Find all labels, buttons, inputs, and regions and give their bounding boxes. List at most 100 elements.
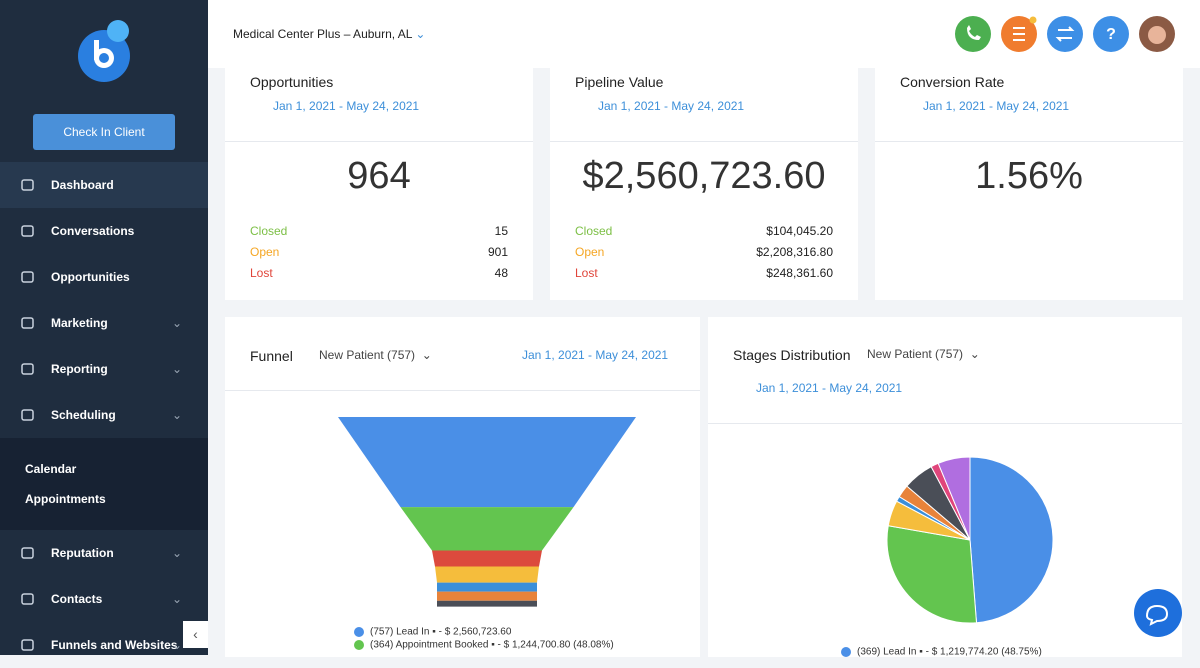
- divider: [875, 141, 1183, 142]
- chevron: ⌄: [172, 362, 183, 376]
- chevron: ⌄: [172, 638, 183, 652]
- funnel-segment: [338, 417, 636, 508]
- toolbar: ?: [955, 16, 1175, 52]
- menu-label: Reporting: [51, 362, 108, 376]
- menu-icon: [21, 363, 34, 375]
- row-value: 15: [494, 224, 508, 238]
- row-value: $248,361.60: [766, 266, 833, 280]
- submenu: Calendar Appointments: [0, 438, 208, 530]
- help-button[interactable]: [1093, 16, 1129, 52]
- icon-shape: [21, 271, 34, 283]
- chevron: ⌄: [172, 316, 183, 330]
- icon-shape: [21, 225, 34, 237]
- card-title: Stages Distribution: [733, 347, 851, 363]
- collapse-button[interactable]: ‹: [183, 621, 208, 648]
- date-range[interactable]: Jan 1, 2021 - May 24, 2021: [756, 381, 903, 395]
- card-title: Conversion Rate: [900, 74, 1005, 90]
- date-range: Jan 1, 2021 - May 24, 2021: [598, 99, 745, 113]
- chevron: ⌄: [172, 592, 183, 606]
- legend-label: (364) Appointment Booked ▪ - $ 1,244,700…: [370, 640, 614, 651]
- stat-card: Conversion Rate Jan 1, 2021 - May 24, 202…: [875, 60, 1183, 300]
- funnel-segment: [437, 600, 537, 607]
- location-select[interactable]: Medical Center Plus – Auburn, AL ⌄: [233, 27, 426, 41]
- row-label: Lost: [575, 266, 598, 280]
- menu-label: Dashboard: [51, 178, 114, 192]
- stat-card: Pipeline Value Jan 1, 2021 - May 24, 2021…: [550, 60, 858, 300]
- row-value: $104,045.20: [766, 224, 833, 238]
- card-total: 964: [347, 155, 411, 197]
- funnel-card: Funnel New Patient (757) ⌄ Jan 1, 2021 -…: [225, 317, 700, 657]
- menu-icon: [21, 593, 34, 605]
- stat-card: Opportunities Jan 1, 2021 - May 24, 2021 9…: [225, 60, 533, 300]
- pie-slice: [886, 525, 978, 624]
- funnel-segment: [432, 550, 542, 567]
- card-total: 1.56%: [975, 155, 1083, 197]
- menu-icon: [21, 409, 34, 421]
- legend-dot: [354, 627, 364, 637]
- logo: [78, 20, 130, 82]
- pie-slice: [937, 456, 971, 541]
- menu-item[interactable]: Scheduling ⌄: [0, 392, 208, 438]
- menu-item[interactable]: Reputation ⌄: [0, 530, 208, 576]
- filter: New Patient (757): [867, 347, 964, 361]
- row-label: Open: [575, 245, 605, 259]
- row-value: $2,208,316.80: [756, 245, 833, 259]
- date-range: Jan 1, 2021 - May 24, 2021: [273, 99, 420, 113]
- icon-shape: [21, 179, 34, 191]
- legend-label: (757) Lead In ▪ - $ 2,560,723.60: [370, 627, 512, 638]
- stages-card: Stages Distribution New Patient (757) ⌄ …: [708, 317, 1182, 657]
- menu-label: Opportunities: [51, 270, 130, 284]
- funnel-chart: (757) Lead In ▪ - $ 2,560,723.60 (364) Ap…: [338, 417, 636, 651]
- menu-item[interactable]: Opportunities: [0, 254, 208, 300]
- menu-item[interactable]: Conversations: [0, 208, 208, 254]
- menu-item[interactable]: Contacts ⌄: [0, 576, 208, 622]
- sidebar: Check In Client Dashboard Conversations Op…: [0, 0, 208, 655]
- divider: [225, 141, 533, 142]
- check-in-button[interactable]: Check In Client: [33, 114, 175, 150]
- pie-chart: (369) Lead In ▪ - $ 1,219,774.20 (48.75%…: [841, 456, 1054, 657]
- menu-label: Funnels and Websites: [51, 638, 178, 652]
- row-label: Closed: [250, 224, 288, 238]
- filter-select[interactable]: New Patient (757) ⌄: [867, 347, 980, 361]
- pie-slice: [969, 456, 1054, 624]
- icon-shape: [21, 317, 34, 329]
- filter-select[interactable]: New Patient (757) ⌄: [319, 348, 432, 362]
- submenu-item[interactable]: Calendar: [25, 462, 77, 476]
- chat-button[interactable]: [1133, 588, 1183, 638]
- location: Medical Center Plus – Auburn, AL: [233, 27, 412, 41]
- submenu-item[interactable]: Appointments: [25, 492, 106, 506]
- icon-shape: [21, 363, 34, 375]
- menu-icon: [21, 225, 34, 237]
- legend-dot: [354, 640, 364, 650]
- date-range[interactable]: Jan 1, 2021 - May 24, 2021: [522, 348, 669, 362]
- switch-button[interactable]: [1047, 16, 1083, 52]
- top-bar: Medical Center Plus – Auburn, AL ⌄ ?: [208, 0, 1200, 68]
- funnel-segment: [437, 582, 537, 592]
- call-button[interactable]: [955, 16, 991, 52]
- menu-label: Conversations: [51, 224, 135, 238]
- menu-item[interactable]: Funnels and Websites ⌄: [0, 622, 208, 668]
- menu-item[interactable]: Dashboard: [0, 162, 208, 208]
- menu-item[interactable]: Marketing ⌄: [0, 300, 208, 346]
- icon-shape: [21, 409, 34, 421]
- row-label: Open: [250, 245, 280, 259]
- filter: New Patient (757): [319, 348, 416, 362]
- menu-label: Reputation: [51, 546, 114, 560]
- card-total: $2,560,723.60: [582, 155, 826, 197]
- divider: [550, 141, 858, 142]
- card-title: Funnel: [250, 348, 293, 364]
- chevron: ⌄: [172, 408, 183, 422]
- menu-icon: [21, 179, 34, 191]
- menu-item[interactable]: Reporting ⌄: [0, 346, 208, 392]
- menu-icon: [21, 639, 34, 651]
- row-label: Closed: [575, 224, 613, 238]
- row-value: 901: [487, 245, 508, 259]
- date-range: Jan 1, 2021 - May 24, 2021: [923, 99, 1070, 113]
- legend-dot: [841, 647, 851, 657]
- legend-label: (369) Lead In ▪ - $ 1,219,774.20 (48.75%…: [857, 647, 1042, 657]
- menu-label: Marketing: [51, 316, 108, 330]
- card-title: Pipeline Value: [575, 74, 664, 90]
- menu-icon: [21, 547, 34, 559]
- icon-shape: [21, 547, 34, 559]
